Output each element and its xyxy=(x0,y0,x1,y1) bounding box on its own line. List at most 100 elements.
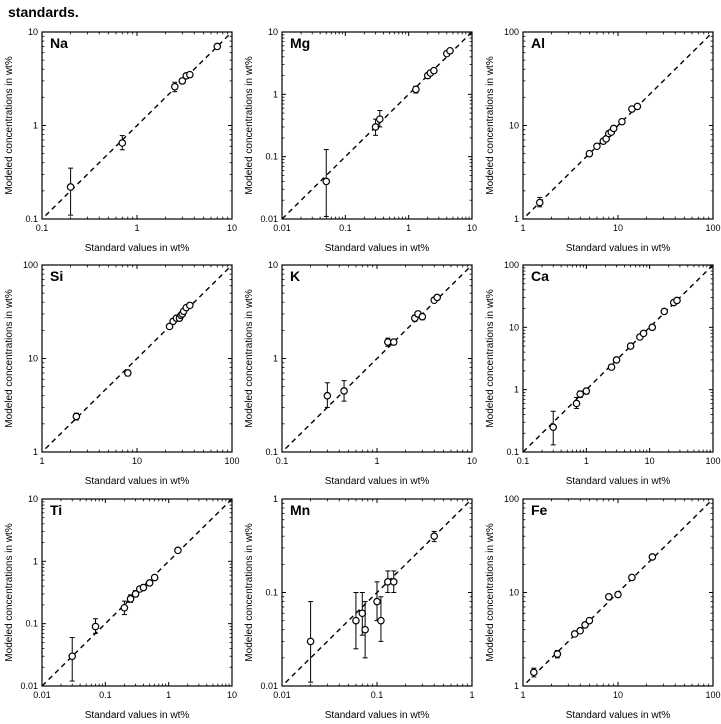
x-tick-label: 1 xyxy=(375,456,380,466)
x-tick-label: 1 xyxy=(406,223,411,233)
data-point xyxy=(362,626,368,632)
x-axis-label: Standard values in wt% xyxy=(325,476,430,487)
data-point xyxy=(554,650,560,656)
data-point xyxy=(125,370,131,376)
data-point xyxy=(431,533,437,539)
y-tick-label: 1 xyxy=(33,447,38,457)
y-tick-label: 100 xyxy=(23,260,38,270)
y-tick-label: 10 xyxy=(509,323,519,333)
y-tick-label: 0.1 xyxy=(25,618,38,628)
data-point xyxy=(661,309,667,315)
element-label: Mg xyxy=(290,35,310,51)
y-tick-label: 0.1 xyxy=(506,447,519,457)
y-tick-label: 100 xyxy=(504,27,519,37)
data-point xyxy=(419,314,425,320)
x-tick-label: 100 xyxy=(705,456,720,466)
data-point xyxy=(359,610,365,616)
x-tick-label: 0.01 xyxy=(274,690,292,700)
x-axis-label: Standard values in wt% xyxy=(85,243,190,254)
y-axis-label: Modeled concentrations in wt% xyxy=(244,56,255,195)
data-point xyxy=(377,116,383,122)
y-axis-label: Modeled concentrations in wt% xyxy=(485,523,496,662)
y-tick-label: 10 xyxy=(509,587,519,597)
x-axis-label: Standard values in wt% xyxy=(85,710,190,721)
x-tick-label: 1 xyxy=(166,690,171,700)
data-point xyxy=(610,125,616,131)
y-tick-label: 1 xyxy=(514,681,519,691)
x-tick-label: 1 xyxy=(583,456,588,466)
y-tick-label: 10 xyxy=(28,494,38,504)
data-point xyxy=(73,414,79,420)
data-point xyxy=(627,343,633,349)
data-point xyxy=(431,67,437,73)
y-tick-label: 0.01 xyxy=(20,681,38,691)
data-point xyxy=(92,623,98,629)
x-tick-label: 100 xyxy=(705,223,720,233)
data-point xyxy=(175,547,181,553)
data-point xyxy=(613,357,619,363)
x-tick-label: 1 xyxy=(520,223,525,233)
element-label: Al xyxy=(531,35,545,51)
data-point xyxy=(67,184,73,190)
panel: 0.10.1111010NaStandard values in wt%Mode… xyxy=(0,24,240,257)
data-point xyxy=(640,331,646,337)
element-label: K xyxy=(290,268,300,284)
x-tick-label: 1 xyxy=(520,690,525,700)
y-tick-label: 10 xyxy=(268,27,278,37)
data-point xyxy=(434,295,440,301)
y-axis-label: Modeled concentrations in wt% xyxy=(244,290,255,429)
element-label: Mn xyxy=(290,502,310,518)
data-point xyxy=(69,653,75,659)
x-tick-label: 0.1 xyxy=(339,223,352,233)
data-point xyxy=(530,669,536,675)
data-point xyxy=(673,298,679,304)
data-point xyxy=(608,364,614,370)
data-point xyxy=(172,83,178,89)
data-point xyxy=(573,401,579,407)
data-point xyxy=(353,617,359,623)
data-point xyxy=(586,150,592,156)
y-tick-label: 10 xyxy=(509,121,519,131)
panel: 0.010.010.10.111MnStandard values in wt%… xyxy=(240,491,480,724)
x-tick-label: 0.1 xyxy=(99,690,112,700)
data-point xyxy=(593,143,599,149)
y-axis-label: Modeled concentrations in wt% xyxy=(4,290,15,429)
x-axis-label: Standard values in wt% xyxy=(325,243,430,254)
x-tick-label: 100 xyxy=(705,690,720,700)
x-axis-label: Standard values in wt% xyxy=(565,476,670,487)
panel-fe: 111010100100FeStandard values in wt%Mode… xyxy=(481,491,721,724)
panel: 0.010.010.10.1111010TiStandard values in… xyxy=(0,491,240,724)
panel: 111010100100SiStandard values in wt%Mode… xyxy=(0,257,240,490)
x-tick-label: 100 xyxy=(224,456,239,466)
y-tick-label: 100 xyxy=(504,494,519,504)
y-tick-label: 0.1 xyxy=(25,214,38,224)
x-tick-label: 10 xyxy=(132,456,142,466)
y-axis-label: Modeled concentrations in wt% xyxy=(4,523,15,662)
data-point xyxy=(151,574,157,580)
data-point xyxy=(391,578,397,584)
data-point xyxy=(618,118,624,124)
data-point xyxy=(324,393,330,399)
data-point xyxy=(374,598,380,604)
x-tick-label: 10 xyxy=(227,690,237,700)
data-point xyxy=(413,86,419,92)
x-tick-label: 0.1 xyxy=(36,223,49,233)
data-point xyxy=(391,339,397,345)
x-tick-label: 10 xyxy=(467,223,477,233)
panel: 0.10.1111010KStandard values in wt%Model… xyxy=(240,257,480,490)
data-point xyxy=(536,199,542,205)
element-label: Fe xyxy=(531,502,548,518)
data-point xyxy=(577,627,583,633)
x-axis-label: Standard values in wt% xyxy=(565,710,670,721)
y-axis-label: Modeled concentrations in wt% xyxy=(485,290,496,429)
data-point xyxy=(308,638,314,644)
y-tick-label: 1 xyxy=(514,214,519,224)
x-tick-label: 1 xyxy=(39,456,44,466)
page-title: standards. xyxy=(0,0,721,24)
element-label: Ti xyxy=(50,502,62,518)
x-tick-label: 1 xyxy=(470,690,475,700)
data-point xyxy=(583,388,589,394)
y-tick-label: 0.1 xyxy=(266,447,279,457)
element-label: Na xyxy=(50,35,68,51)
data-point xyxy=(140,584,146,590)
